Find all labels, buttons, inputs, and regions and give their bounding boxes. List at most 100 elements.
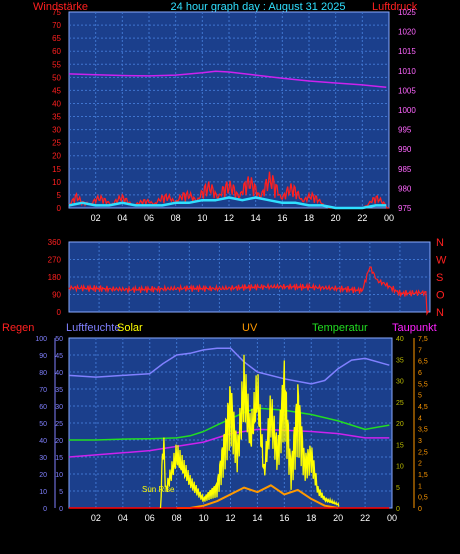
wind-x-tick: 12 bbox=[224, 213, 234, 223]
climate-x-tick: 06 bbox=[145, 513, 155, 523]
climate-x-tick: 02 bbox=[91, 513, 101, 523]
humidity-y-tick: 40 bbox=[55, 370, 63, 377]
uv-y-tick: 0 bbox=[418, 506, 422, 513]
legend-humidity: Luftfeuchte bbox=[66, 322, 120, 334]
temperature-line bbox=[69, 407, 390, 441]
humidity-y-tick: 35 bbox=[55, 387, 63, 394]
direction-y-tick: 180 bbox=[48, 273, 62, 282]
uv-y-tick: 7,5 bbox=[418, 336, 428, 343]
pressure-y-tick: 1000 bbox=[398, 106, 416, 115]
rain-y-tick: 90 bbox=[39, 353, 47, 360]
pressure-y-tick: 980 bbox=[398, 184, 412, 193]
uv-y-tick: 3,5 bbox=[418, 427, 428, 434]
wind-y-tick: 0 bbox=[57, 204, 62, 213]
uv-y-tick: 5 bbox=[418, 393, 422, 400]
legend-solar: Solar bbox=[117, 322, 143, 334]
rain-y-tick: 100 bbox=[35, 336, 47, 343]
wind-x-tick: 14 bbox=[251, 213, 261, 223]
wind-y-tick: 65 bbox=[52, 34, 61, 43]
climate-panel: 0102030405060708090100051015202530354045… bbox=[35, 336, 428, 523]
wind-y-tick: 45 bbox=[52, 86, 61, 95]
legend-temperature: Temperatur bbox=[312, 322, 368, 334]
climate-x-tick: 04 bbox=[118, 513, 128, 523]
humidity-y-tick: 45 bbox=[55, 353, 63, 360]
wind-y-tick: 10 bbox=[52, 178, 61, 187]
temperature-y-tick: 40 bbox=[396, 336, 404, 343]
climate-x-tick: 22 bbox=[360, 513, 370, 523]
wind-x-tick: 18 bbox=[304, 213, 314, 223]
temperature-y-tick: 35 bbox=[396, 357, 404, 364]
rain-y-tick: 70 bbox=[39, 387, 47, 394]
legend-rain: Regen bbox=[2, 322, 34, 334]
uv-y-tick: 7 bbox=[418, 347, 422, 354]
wind-y-tick: 60 bbox=[52, 47, 61, 56]
wind-x-tick: 02 bbox=[91, 213, 101, 223]
wind-x-tick: 16 bbox=[277, 213, 287, 223]
direction-compass-label: N bbox=[436, 307, 444, 319]
wind-y-tick: 40 bbox=[52, 99, 61, 108]
wind-y-tick: 70 bbox=[52, 21, 61, 30]
chart-title: 24 hour graph day : August 31 2025 bbox=[171, 1, 346, 13]
climate-x-tick: 16 bbox=[279, 513, 289, 523]
rain-y-tick: 60 bbox=[39, 404, 47, 411]
uv-y-tick: 1 bbox=[418, 483, 422, 490]
direction-compass-label: O bbox=[436, 290, 445, 302]
pressure-y-tick: 1020 bbox=[398, 28, 416, 37]
humidity-y-tick: 5 bbox=[59, 489, 63, 496]
uv-y-tick: 5,5 bbox=[418, 381, 428, 388]
direction-y-tick: 90 bbox=[52, 291, 61, 300]
pressure-y-tick: 1010 bbox=[398, 67, 416, 76]
climate-x-tick: 10 bbox=[199, 513, 209, 523]
wind-x-tick: 20 bbox=[331, 213, 341, 223]
temperature-y-tick: 5 bbox=[396, 485, 400, 492]
pressure-y-tick: 1015 bbox=[398, 47, 416, 56]
rain-y-tick: 20 bbox=[39, 472, 47, 479]
wind-x-tick: 10 bbox=[197, 213, 207, 223]
direction-compass-label: N bbox=[436, 237, 444, 249]
uv-y-tick: 4,5 bbox=[418, 404, 428, 411]
humidity-line bbox=[68, 347, 390, 385]
wind-x-tick: 08 bbox=[171, 213, 181, 223]
uv-y-tick: 3 bbox=[418, 438, 422, 445]
direction-y-tick: 360 bbox=[48, 238, 62, 247]
gust-line bbox=[68, 196, 387, 210]
climate-x-tick: 00 bbox=[387, 513, 397, 523]
wind-y-tick: 55 bbox=[52, 60, 61, 69]
wind-y-tick: 25 bbox=[52, 139, 61, 148]
pressure-line bbox=[68, 70, 387, 89]
wind-y-tick: 50 bbox=[52, 73, 61, 82]
rain-y-tick: 50 bbox=[39, 421, 47, 428]
wind-y-tick: 75 bbox=[52, 8, 61, 17]
direction-compass-label: W bbox=[436, 255, 447, 267]
wind-y-tick: 35 bbox=[52, 113, 61, 122]
direction-compass-label: S bbox=[436, 272, 443, 284]
uv-y-tick: 6,5 bbox=[418, 359, 428, 366]
humidity-y-tick: 30 bbox=[55, 404, 63, 411]
sunrise-annotation: Sun Rise bbox=[142, 485, 175, 494]
humidity-y-tick: 25 bbox=[55, 421, 63, 428]
uv-y-tick: 2,5 bbox=[418, 449, 428, 456]
temperature-y-tick: 0 bbox=[396, 506, 400, 513]
humidity-y-tick: 15 bbox=[55, 455, 63, 462]
climate-x-tick: 12 bbox=[225, 513, 235, 523]
temperature-y-tick: 20 bbox=[396, 421, 404, 428]
climate-x-tick: 18 bbox=[306, 513, 316, 523]
wind-pressure-panel: 0510152025303540455055606570759759809859… bbox=[52, 8, 416, 223]
wind-direction-line bbox=[68, 266, 430, 316]
direction-y-tick: 270 bbox=[48, 256, 62, 265]
rain-y-tick: 10 bbox=[39, 489, 47, 496]
wind-y-tick: 5 bbox=[57, 191, 62, 200]
wind-x-tick: 00 bbox=[384, 213, 394, 223]
uv-y-tick: 6 bbox=[418, 370, 422, 377]
rain-y-tick: 30 bbox=[39, 455, 47, 462]
uv-y-tick: 2 bbox=[418, 461, 422, 468]
rain-y-tick: 40 bbox=[39, 438, 47, 445]
temperature-y-tick: 30 bbox=[396, 379, 404, 386]
solar-line bbox=[159, 354, 340, 509]
humidity-y-tick: 0 bbox=[59, 506, 63, 513]
wind-x-tick: 06 bbox=[144, 213, 154, 223]
legend-dewpoint: Taupunkt bbox=[392, 322, 437, 334]
climate-x-tick: 08 bbox=[172, 513, 182, 523]
